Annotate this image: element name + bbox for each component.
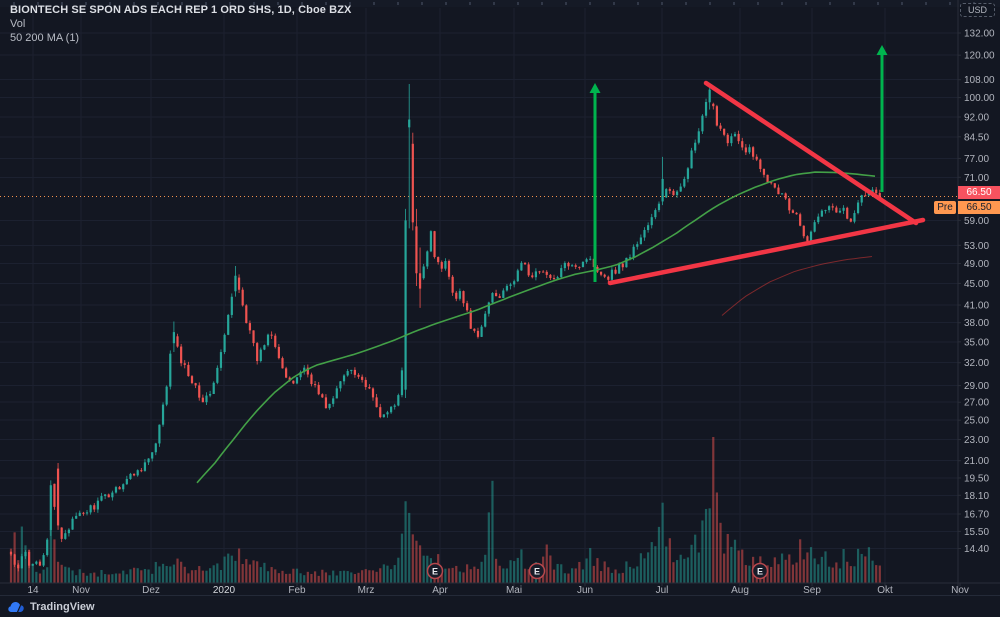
- svg-text:21.00: 21.00: [964, 456, 989, 467]
- chart-legend: BIONTECH SE SPON ADS EACH REP 1 ORD SHS,…: [10, 3, 351, 45]
- svg-text:120.00: 120.00: [964, 51, 995, 62]
- svg-text:53.00: 53.00: [964, 241, 989, 252]
- svg-text:45.00: 45.00: [964, 279, 989, 290]
- svg-text:29.00: 29.00: [964, 381, 989, 392]
- ma-indicator-label[interactable]: 50 200 MA (1): [10, 32, 80, 44]
- svg-text:14.40: 14.40: [964, 544, 989, 555]
- svg-text:14: 14: [27, 585, 39, 596]
- premarket-tag-badge: Pre: [934, 201, 956, 214]
- trendline: [607, 217, 926, 286]
- time-axis[interactable]: 14 Nov Dez 2020 Feb Mrz Apr Mai Jun Jul Aug Sep Okt N…: [27, 583, 969, 596]
- trendline: [703, 80, 919, 226]
- svg-text:Mrz: Mrz: [358, 585, 375, 596]
- svg-text:Jun: Jun: [577, 585, 593, 596]
- svg-text:100.00: 100.00: [964, 93, 995, 104]
- tradingview-logo[interactable]: TradingView: [8, 601, 95, 613]
- volume-indicator-label[interactable]: Vol: [10, 18, 26, 30]
- svg-text:77.00: 77.00: [964, 154, 989, 165]
- price-axis[interactable]: 132.00 120.00 108.00 100.00 92.00 84.50 77.00 7…: [958, 29, 995, 556]
- ma-200-line: [721, 256, 873, 316]
- svg-text:108.00: 108.00: [964, 75, 995, 86]
- svg-text:41.00: 41.00: [964, 301, 989, 312]
- drawing-annotations[interactable]: [589, 45, 926, 286]
- svg-text:38.00: 38.00: [964, 318, 989, 329]
- svg-text:84.50: 84.50: [964, 132, 989, 143]
- svg-text:Sep: Sep: [803, 585, 821, 596]
- svg-text:Dez: Dez: [142, 585, 160, 596]
- premarket-price-badge: 66.50: [958, 201, 1000, 214]
- svg-text:Nov: Nov: [72, 585, 90, 596]
- svg-text:18.10: 18.10: [964, 491, 989, 502]
- ma-50-line: [196, 171, 876, 484]
- symbol-title: BIONTECH SE SPON ADS EACH REP 1 ORD SHS,…: [10, 4, 352, 16]
- svg-text:25.00: 25.00: [964, 416, 989, 427]
- last-price-badge: 66.50: [958, 186, 1000, 199]
- svg-text:E: E: [757, 567, 763, 577]
- svg-text:Feb: Feb: [288, 585, 306, 596]
- svg-text:Apr: Apr: [432, 585, 448, 596]
- svg-text:Okt: Okt: [877, 585, 893, 596]
- svg-text:19.50: 19.50: [964, 473, 989, 484]
- svg-text:59.00: 59.00: [964, 216, 989, 227]
- svg-text:132.00: 132.00: [964, 29, 995, 40]
- svg-text:35.00: 35.00: [964, 337, 989, 348]
- svg-text:23.00: 23.00: [964, 435, 989, 446]
- svg-text:Jul: Jul: [656, 585, 669, 596]
- grid: [0, 8, 961, 583]
- volume-bars: [9, 437, 881, 583]
- svg-text:32.00: 32.00: [964, 358, 989, 369]
- svg-text:Mai: Mai: [506, 585, 522, 596]
- currency-toggle-button[interactable]: USD: [959, 3, 995, 17]
- svg-text:92.00: 92.00: [964, 112, 989, 123]
- svg-text:2020: 2020: [213, 585, 236, 596]
- svg-text:15.50: 15.50: [964, 527, 989, 538]
- svg-text:E: E: [432, 567, 438, 577]
- svg-text:27.00: 27.00: [964, 398, 989, 409]
- candlesticks: [9, 84, 881, 572]
- svg-text:16.70: 16.70: [964, 510, 989, 521]
- svg-text:Aug: Aug: [731, 585, 749, 596]
- svg-text:71.00: 71.00: [964, 173, 989, 184]
- tradingview-logo-text: TradingView: [30, 601, 95, 613]
- svg-text:E: E: [534, 567, 540, 577]
- svg-text:Nov: Nov: [951, 585, 969, 596]
- svg-text:49.00: 49.00: [964, 259, 989, 270]
- bottom-attribution-bar: TradingView: [0, 595, 1000, 617]
- tradingview-logo-icon: [8, 602, 24, 612]
